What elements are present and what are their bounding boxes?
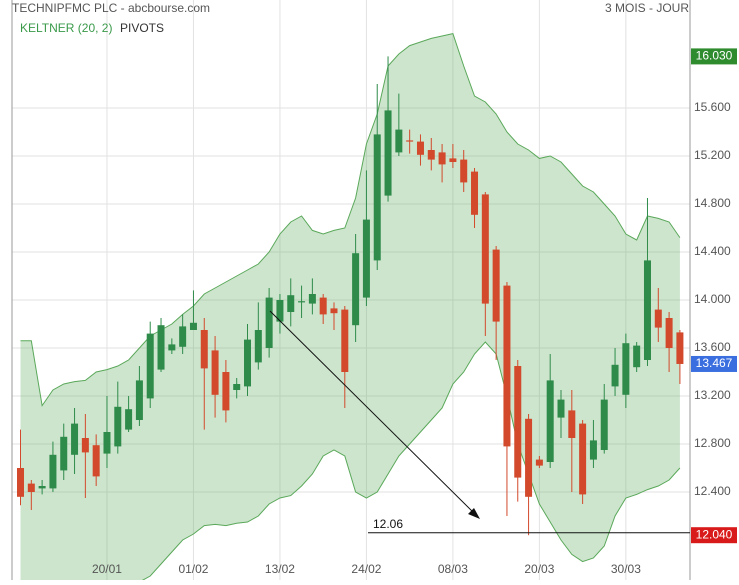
candle-body xyxy=(352,253,360,326)
candle-body xyxy=(92,445,100,477)
candle-body xyxy=(157,325,165,370)
keltner-upper xyxy=(20,33,681,407)
price-badge-label: 13.467 xyxy=(696,356,733,370)
trend-arrow xyxy=(269,310,478,517)
chart-subtitle: 3 MOIS - JOUR xyxy=(605,1,689,15)
candle-body xyxy=(665,318,673,348)
price-badge-label: 16.030 xyxy=(696,49,733,63)
candle-body xyxy=(514,366,522,478)
candle-body xyxy=(406,140,414,142)
candle-body xyxy=(298,301,306,303)
x-tick-label: 30/03 xyxy=(611,562,641,576)
candle-body xyxy=(330,308,338,314)
legend-item: KELTNER (20, 2) xyxy=(20,21,112,35)
candle-body xyxy=(244,339,252,387)
candle-body xyxy=(49,454,57,489)
x-tick-label: 08/03 xyxy=(438,562,468,576)
x-tick-label: 20/03 xyxy=(524,562,554,576)
x-tick-label: 01/02 xyxy=(178,562,208,576)
candle-body xyxy=(168,344,176,351)
x-tick-label: 20/01 xyxy=(92,562,122,576)
y-tick-label: 13.600 xyxy=(694,340,731,354)
x-tick-label: 13/02 xyxy=(265,562,295,576)
plot-area xyxy=(12,0,690,580)
candle-body xyxy=(503,285,511,447)
candle-body xyxy=(125,409,133,430)
candle-body xyxy=(103,432,111,454)
candle-body xyxy=(568,410,576,438)
y-tick-label: 14.000 xyxy=(694,292,731,306)
candle-body xyxy=(589,440,597,460)
legend-item: PIVOTS xyxy=(120,21,164,35)
candle-body xyxy=(146,333,154,399)
y-tick-label: 15.200 xyxy=(694,148,731,162)
candle-body xyxy=(395,129,403,153)
channel-fill xyxy=(20,33,680,580)
candle-body xyxy=(492,249,500,322)
candle-body xyxy=(287,295,295,312)
chart-title: TECHNIPFMC PLC - abcbourse.com xyxy=(12,1,210,15)
price-badge-label: 12.040 xyxy=(696,527,733,541)
price-badge xyxy=(691,48,737,65)
keltner-lower xyxy=(141,341,681,580)
candle-body xyxy=(460,159,468,183)
candle-body xyxy=(481,194,489,304)
candle-body xyxy=(525,418,533,497)
candle-body xyxy=(579,423,587,495)
candle-body xyxy=(373,134,381,261)
candle-body xyxy=(438,152,446,165)
candle-body xyxy=(60,436,68,471)
candle-body xyxy=(200,330,208,369)
candle-body xyxy=(611,364,619,387)
candle-body xyxy=(81,438,89,453)
candle-body xyxy=(633,345,641,368)
candle-body xyxy=(557,399,565,418)
candle-body xyxy=(535,459,543,466)
candle-body xyxy=(546,380,554,462)
candle-body xyxy=(114,406,122,447)
candle-body xyxy=(265,297,273,348)
candle-body xyxy=(233,384,241,390)
y-tick-label: 13.200 xyxy=(694,388,731,402)
candle-body xyxy=(254,330,262,363)
candle-body xyxy=(27,483,35,492)
candle-body xyxy=(643,260,651,360)
candle-body xyxy=(71,423,79,455)
y-tick-label: 12.800 xyxy=(694,436,731,450)
candle-body xyxy=(471,171,479,215)
candle-body xyxy=(222,372,230,411)
y-tick-label: 12.400 xyxy=(694,484,731,498)
y-tick-label: 15.600 xyxy=(694,100,731,114)
candle-body xyxy=(179,326,187,347)
candle-body xyxy=(676,332,684,364)
x-tick-label: 24/02 xyxy=(351,562,381,576)
candle-body xyxy=(17,468,24,497)
price-badge xyxy=(691,527,737,544)
candle-body xyxy=(600,399,608,450)
candle-body xyxy=(211,350,219,395)
y-tick-label: 14.400 xyxy=(694,244,731,258)
candle-body xyxy=(449,158,457,162)
candle-body xyxy=(341,309,349,372)
candle-body xyxy=(362,219,370,298)
candle-body xyxy=(622,343,630,395)
candle-body xyxy=(319,297,327,315)
candle-body xyxy=(276,300,284,322)
price-badge xyxy=(691,355,737,372)
pivot-label: 12.06 xyxy=(373,517,403,531)
candle-body xyxy=(308,294,316,304)
candle-body xyxy=(189,322,197,330)
y-tick-label: 14.800 xyxy=(694,196,731,210)
candle-body xyxy=(135,380,143,420)
candle-body xyxy=(654,309,662,328)
candle-body xyxy=(384,110,392,196)
candle-body xyxy=(38,486,46,489)
candle-body xyxy=(427,150,435,160)
candle-body xyxy=(416,141,424,155)
arrow-head xyxy=(468,508,480,519)
